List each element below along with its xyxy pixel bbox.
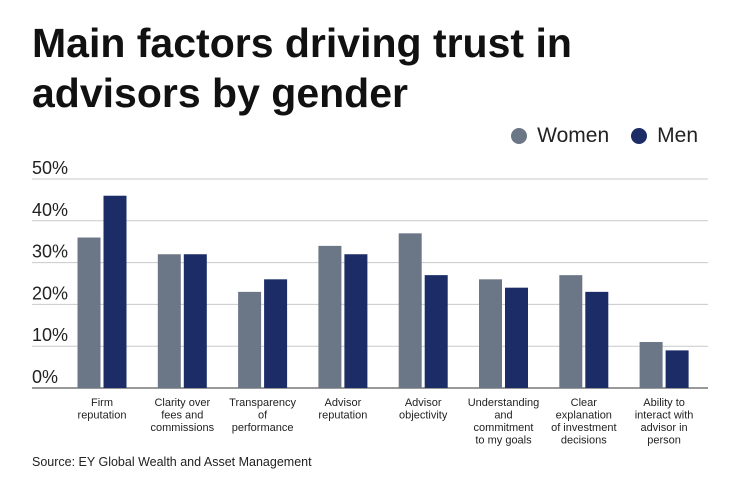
bar-women xyxy=(238,291,262,388)
x-tick-label: Ability to interact with advisor in person xyxy=(635,397,694,447)
x-tick-label: Understanding and commitment to my goals xyxy=(468,397,540,447)
bar-men xyxy=(585,291,609,388)
legend: Women Men xyxy=(489,124,698,148)
y-tick-label: 50% xyxy=(32,158,68,178)
x-tick-label: Firm reputation xyxy=(78,397,127,422)
x-tick-label: Clear explanation of investment decisions xyxy=(551,397,616,447)
x-tick-label: Clarity over fees and commissions xyxy=(151,397,215,434)
bar-men xyxy=(183,254,207,388)
x-tick-label: Advisor objectivity xyxy=(399,397,448,422)
bar-women xyxy=(398,233,422,388)
legend-item-men: Men xyxy=(631,124,698,148)
bar-men xyxy=(264,279,288,388)
legend-item-women: Women xyxy=(511,124,609,148)
bar-men xyxy=(665,350,689,388)
x-tick-label: Advisor reputation xyxy=(318,397,367,422)
bar-men xyxy=(424,275,448,388)
y-tick-label: 20% xyxy=(32,283,68,303)
y-tick-label: 30% xyxy=(32,242,68,262)
bar-women xyxy=(639,342,663,388)
source-note: Source: EY Global Wealth and Asset Manag… xyxy=(32,455,312,469)
y-tick-label: 10% xyxy=(32,325,68,345)
legend-label-men: Men xyxy=(657,124,698,147)
bar-women xyxy=(157,254,181,388)
bar-women xyxy=(318,245,342,388)
legend-swatch-men xyxy=(631,128,648,144)
bar-women xyxy=(559,275,583,388)
bar-men xyxy=(103,195,127,388)
legend-label-women: Women xyxy=(537,124,610,147)
bar-men xyxy=(344,254,368,388)
bar-women xyxy=(77,237,101,388)
legend-swatch-women xyxy=(511,128,528,144)
x-tick-label: Transparency of performance xyxy=(229,397,296,434)
bar-men xyxy=(505,287,528,388)
bar-women xyxy=(479,279,502,388)
y-tick-label: 0% xyxy=(32,367,58,387)
y-tick-label: 40% xyxy=(32,200,68,220)
chart-title: Main factors driving trust in advisors b… xyxy=(32,20,572,116)
